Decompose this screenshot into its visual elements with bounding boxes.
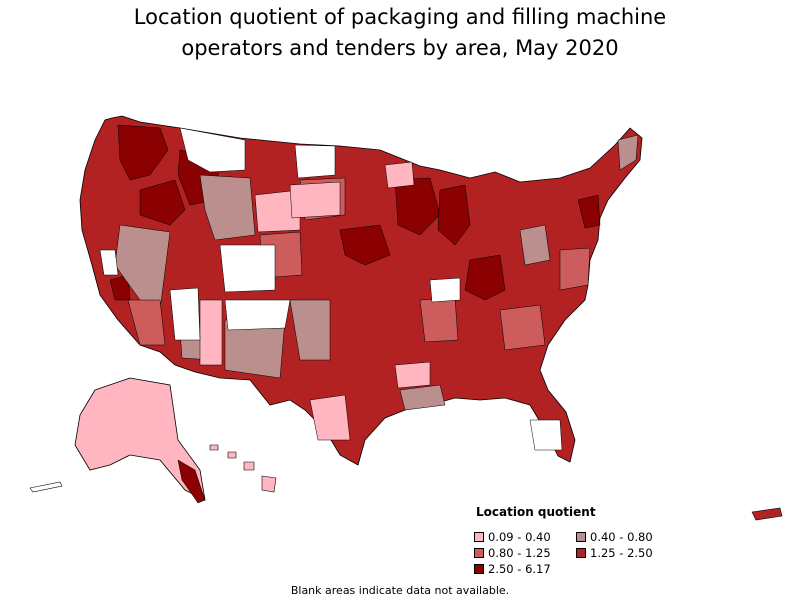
- legend-swatch-1: [576, 532, 586, 542]
- legend-label-4: 2.50 - 6.17: [488, 562, 551, 576]
- region-no-data: [99, 127, 563, 451]
- legend-title: Location quotient: [476, 505, 596, 519]
- legend-item-4: 2.50 - 6.17: [474, 562, 551, 576]
- legend-label-0: 0.09 - 0.40: [488, 530, 551, 544]
- alaska-islands: [29, 481, 63, 493]
- legend-swatch-3: [576, 548, 586, 558]
- region-2-50-6-17: [109, 124, 601, 301]
- puerto-rico: [751, 507, 783, 521]
- legend-item-3: 1.25 - 2.50: [576, 546, 653, 560]
- legend-item-0: 0.09 - 0.40: [474, 530, 551, 544]
- region-0-09-0-40: [199, 161, 431, 441]
- region-0-40-0-80: [114, 134, 639, 411]
- legend-swatch-0: [474, 532, 484, 542]
- legend-item-2: 0.80 - 1.25: [474, 546, 551, 560]
- map-title: Location quotient of packaging and filli…: [0, 2, 800, 64]
- title-line-1: Location quotient of packaging and filli…: [133, 5, 667, 29]
- hawaii: [209, 444, 277, 493]
- alaska-panhandle: [177, 459, 206, 504]
- legend-label-2: 0.80 - 1.25: [488, 546, 551, 560]
- legend-swatch-4: [474, 564, 484, 574]
- alaska: [74, 377, 206, 501]
- legend-item-1: 0.40 - 0.80: [576, 530, 653, 544]
- legend-label-1: 0.40 - 0.80: [590, 530, 653, 544]
- title-line-2: operators and tenders by area, May 2020: [181, 36, 619, 60]
- footnote: Blank areas indicate data not available.: [290, 584, 510, 597]
- legend-swatch-2: [474, 548, 484, 558]
- legend-label-3: 1.25 - 2.50: [590, 546, 653, 560]
